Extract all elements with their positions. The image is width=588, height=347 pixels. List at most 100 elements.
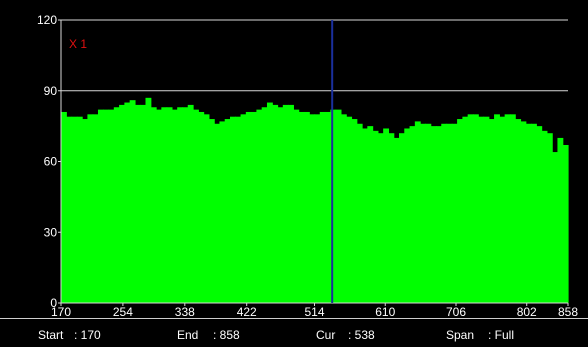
bar bbox=[372, 130, 379, 303]
bar bbox=[113, 107, 120, 303]
bar bbox=[240, 114, 247, 303]
bar bbox=[129, 100, 136, 304]
bar bbox=[420, 123, 427, 304]
bar bbox=[171, 109, 178, 304]
bar bbox=[208, 119, 215, 303]
bar bbox=[235, 116, 242, 303]
start-readout: Start: 170 bbox=[38, 328, 101, 342]
bar bbox=[298, 111, 305, 303]
bar bbox=[504, 114, 511, 303]
x-tick-label: 338 bbox=[175, 305, 195, 318]
spectrum-chart: 0 30 60 90 120 170 254 338 422 514 610 706 802 858 X… bbox=[37, 13, 578, 318]
bar bbox=[166, 107, 173, 303]
bar bbox=[103, 109, 110, 304]
span-value: : Full bbox=[488, 328, 515, 342]
span-label: Span bbox=[446, 328, 475, 342]
bar bbox=[293, 109, 300, 304]
bar bbox=[282, 104, 289, 304]
bar bbox=[388, 133, 395, 303]
cur-label: Cur bbox=[316, 328, 336, 342]
x-tick-label: 610 bbox=[375, 305, 395, 318]
bar bbox=[367, 126, 374, 304]
bar bbox=[272, 104, 279, 304]
end-readout: End : 858 bbox=[177, 328, 240, 342]
bar bbox=[488, 119, 495, 303]
bar bbox=[494, 114, 500, 303]
bar bbox=[472, 114, 479, 303]
bar bbox=[245, 111, 252, 303]
cursor-readout: Cur : 538 bbox=[316, 328, 375, 342]
bar bbox=[346, 116, 353, 303]
y-tick-label: 30 bbox=[44, 225, 58, 239]
bar bbox=[134, 104, 141, 304]
span-readout: Span : Full bbox=[446, 328, 514, 342]
bar bbox=[124, 102, 131, 303]
bar bbox=[277, 107, 284, 303]
bar bbox=[219, 121, 226, 303]
start-value: : 170 bbox=[74, 328, 101, 342]
end-value: : 858 bbox=[213, 328, 240, 342]
bar bbox=[61, 111, 67, 303]
bar bbox=[319, 111, 326, 303]
bar bbox=[467, 114, 474, 303]
bar bbox=[383, 128, 390, 303]
bar bbox=[214, 123, 221, 304]
bar bbox=[150, 107, 157, 303]
bar bbox=[261, 107, 268, 303]
end-label: End bbox=[177, 328, 199, 342]
bars-layer bbox=[61, 97, 569, 304]
axes-layer bbox=[58, 19, 569, 306]
bar bbox=[288, 104, 294, 304]
x-tick-label: 422 bbox=[237, 305, 257, 318]
bar bbox=[193, 109, 199, 304]
bar bbox=[430, 126, 437, 304]
bar bbox=[404, 128, 411, 303]
bar bbox=[520, 121, 527, 303]
bar bbox=[451, 123, 458, 304]
bar bbox=[457, 119, 463, 303]
x-tick-label: 858 bbox=[558, 305, 578, 318]
bar bbox=[462, 116, 469, 303]
x-tick-label: 514 bbox=[304, 305, 324, 318]
bar bbox=[552, 152, 559, 303]
bar bbox=[351, 119, 358, 303]
bar bbox=[140, 104, 147, 304]
cur-value: : 538 bbox=[348, 328, 375, 342]
bar bbox=[335, 109, 342, 304]
bar bbox=[435, 126, 442, 304]
x-tick-label: 170 bbox=[51, 305, 71, 318]
bar bbox=[509, 114, 516, 303]
bar bbox=[87, 114, 94, 303]
bar bbox=[393, 137, 400, 303]
x-tick-label: 254 bbox=[113, 305, 133, 318]
bar bbox=[409, 126, 416, 304]
bar bbox=[309, 114, 316, 303]
bar bbox=[314, 114, 321, 303]
annotation-label: X 1 bbox=[69, 37, 87, 51]
bar bbox=[531, 123, 537, 304]
bar bbox=[182, 107, 189, 303]
bar bbox=[119, 104, 125, 304]
bar bbox=[108, 109, 115, 304]
y-tick-labels: 0 30 60 90 120 bbox=[37, 13, 57, 310]
bar bbox=[76, 116, 83, 303]
bar bbox=[92, 114, 99, 303]
bar bbox=[377, 133, 384, 303]
x-tick-labels: 170 254 338 422 514 610 706 802 858 bbox=[51, 305, 578, 318]
bar bbox=[557, 137, 564, 303]
y-tick-label: 120 bbox=[37, 13, 57, 27]
bar bbox=[303, 111, 310, 303]
bar bbox=[71, 116, 78, 303]
bar bbox=[187, 104, 194, 304]
bar bbox=[161, 107, 168, 303]
y-tick-label: 90 bbox=[44, 84, 58, 98]
x-tick-label: 706 bbox=[446, 305, 466, 318]
bar bbox=[230, 116, 236, 303]
bar bbox=[414, 121, 421, 303]
bar bbox=[362, 128, 368, 303]
bar bbox=[256, 109, 263, 304]
bar bbox=[515, 119, 522, 303]
bar bbox=[483, 116, 490, 303]
bar bbox=[330, 109, 337, 304]
